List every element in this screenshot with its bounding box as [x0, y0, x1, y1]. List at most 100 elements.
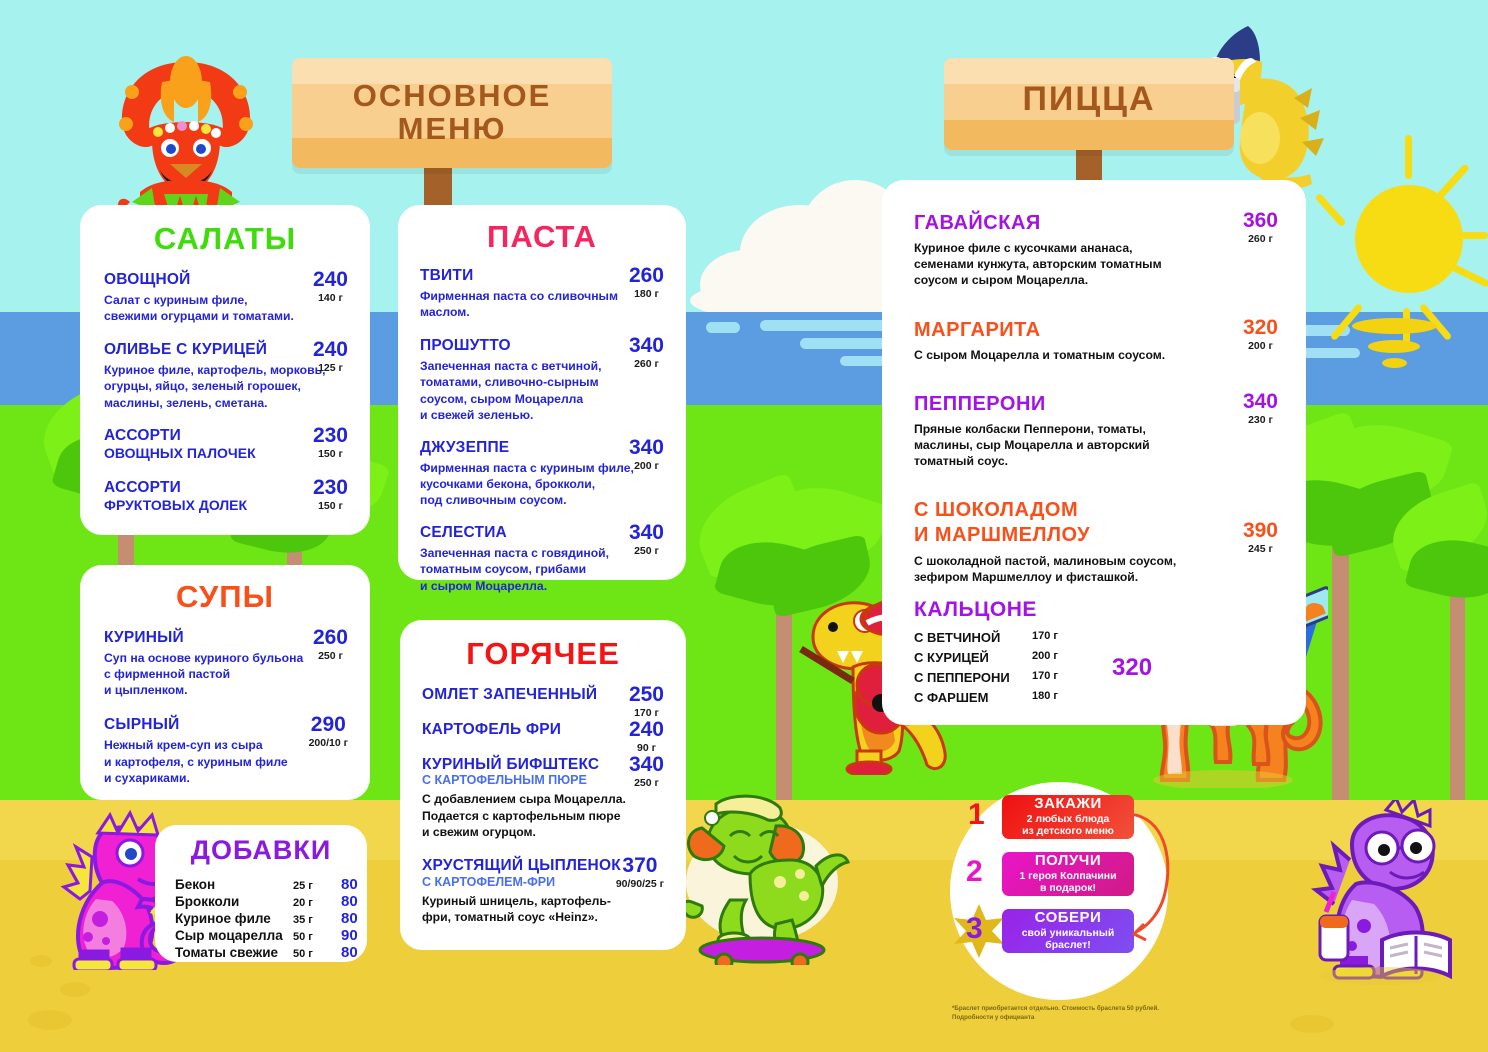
- calzone-row: С КУРИЦЕЙ 200 г: [914, 648, 1264, 668]
- price-value: 250: [628, 683, 664, 706]
- calzone-row: С ПЕППЕРОНИ 170 г: [914, 668, 1264, 688]
- pasta-card: ПАСТА ТВИТИ Фирменная паста со сливочным…: [398, 205, 686, 593]
- item-price: 370 90/90/25 г: [616, 855, 664, 890]
- addons-card: ДОБАВКИ Бекон 25 г 80 Брокколи 20 г 80 К…: [155, 825, 367, 962]
- menu-item: ОМЛЕТ ЗАПЕЧЕННЫЙ 250 170 г: [422, 683, 664, 719]
- price-value: 340: [628, 521, 664, 545]
- item-description: Куриное филе с кусочками ананаса, семена…: [914, 241, 1162, 288]
- item-name: ПРОШУТТО: [420, 337, 511, 355]
- item-name: ОЛИВЬЕ С КУРИЦЕЙ: [104, 341, 268, 359]
- sun-reflection: [1352, 318, 1437, 334]
- item-price: 320 200 г: [1243, 317, 1278, 352]
- menu-item: ДЖУЗЕППЕ Фирменная паста с куриным филе,…: [420, 435, 664, 508]
- promo-step-1-title: ЗАКАЖИ: [1034, 795, 1102, 813]
- addon-name: Бекон: [175, 877, 216, 892]
- addon-weight: 25 г: [293, 880, 313, 892]
- calzone-block: КАЛЬЦОНЕ С ВЕТЧИНОЙ 170 г С КУРИЦЕЙ 200 …: [914, 598, 1264, 709]
- price-value: 340: [628, 435, 664, 459]
- item-description: Пряные колбаски Пепперони, томаты, масли…: [914, 421, 1150, 469]
- item-subtitle: ФРУКТОВЫХ ДОЛЕК: [104, 497, 248, 514]
- sign-plank-top: [944, 58, 1234, 84]
- menu-item: ХРУСТЯЩИЙ ЦЫПЛЕНОК С КАРТОФЕЛЕМ-ФРИ Кури…: [422, 855, 664, 925]
- calzone-name: С ВЕТЧИНОЙ: [914, 630, 1001, 645]
- calzone-name: С ФАРШЕМ: [914, 690, 989, 706]
- price-value: 230: [312, 423, 348, 447]
- price-weight: 170 г: [634, 707, 659, 719]
- price-weight: 230 г: [1248, 413, 1273, 426]
- item-subtitle: ОВОЩНЫХ ПАЛОЧЕК: [104, 444, 256, 461]
- pizza-sign: ПИЦЦА: [944, 58, 1234, 150]
- item-name: ОМЛЕТ ЗАПЕЧЕННЫЙ: [422, 686, 598, 703]
- skateboarding-dino: [672, 790, 852, 972]
- price-weight: 250 г: [318, 650, 343, 662]
- calzone-weight: 180 г: [1032, 690, 1058, 703]
- item-name: ДЖУЗЕППЕ: [420, 438, 510, 456]
- price-value: 340: [628, 334, 664, 358]
- price-value: 240: [312, 338, 348, 362]
- item-subtitle: С КАРТОФЕЛЬНЫМ ПЮРЕ: [422, 773, 587, 788]
- hot-dishes-card: ГОРЯЧЕЕ ОМЛЕТ ЗАПЕЧЕННЫЙ 250 170 г КАРТО…: [400, 620, 686, 950]
- addons-title: ДОБАВКИ: [190, 835, 332, 865]
- item-price: 260 180 г: [629, 265, 664, 300]
- sand-dot: [28, 1010, 72, 1030]
- item-name-line2: И МАРШМЕЛЛОУ: [914, 523, 1091, 546]
- item-description: Нежный крем-суп из сыра и картофеля, с к…: [104, 738, 288, 785]
- main-sign-title: ОСНОВНОЕ МЕНЮ: [292, 58, 612, 145]
- price-value: 390: [1242, 518, 1278, 542]
- promo-step-2-text: 1 героя Колпачини в подарок!: [1019, 870, 1117, 895]
- menu-item: ПРОШУТТО Запеченная паста с ветчиной, то…: [420, 334, 664, 423]
- addons-row: Сыр моцарелла 50 г 90: [175, 927, 367, 944]
- pizza-sign-title: ПИЦЦА: [1022, 80, 1156, 118]
- menu-item: ПЕППЕРОНИ Пряные колбаски Пепперони, том…: [914, 391, 1278, 470]
- item-name: АССОРТИ: [104, 426, 182, 444]
- addon-weight: 20 г: [293, 897, 313, 909]
- promo-step-number: 2: [966, 855, 983, 888]
- sun-icon: [1355, 185, 1463, 293]
- salads-card: САЛАТЫ ОВОЩНОЙ Салат с куриным филе, све…: [80, 205, 370, 535]
- menu-item: АССОРТИ ОВОЩНЫХ ПАЛОЧЕК 230 150 г: [104, 423, 348, 462]
- item-name: АССОРТИ: [104, 479, 182, 497]
- calzone-price: 320: [1112, 654, 1153, 681]
- addon-name: Куриное филе: [175, 911, 271, 926]
- promo-star-icon: [954, 904, 1004, 958]
- price-weight: 250 г: [634, 776, 659, 789]
- price-value: 340: [628, 752, 664, 776]
- addon-name: Сыр моцарелла: [175, 928, 283, 943]
- sand-dot: [1290, 1015, 1334, 1033]
- main-menu-sign: ОСНОВНОЕ МЕНЮ: [292, 58, 612, 168]
- item-description: Салат с куриным филе, свежими огурцами и…: [104, 292, 294, 324]
- price-weight: 200 г: [634, 459, 659, 472]
- salads-title: САЛАТЫ: [153, 221, 297, 256]
- addon-weight: 50 г: [293, 948, 313, 960]
- item-name: КУРИНЫЙ: [104, 629, 184, 646]
- main-sign-line2: МЕНЮ: [397, 110, 507, 146]
- sea-wave: [800, 338, 920, 349]
- item-name: МАРГАРИТА: [914, 318, 1041, 341]
- menu-item: КУРИНЫЙ Суп на основе куриного бульона с…: [104, 627, 348, 698]
- item-description: Фирменная паста со сливочным маслом.: [420, 288, 618, 320]
- item-name: СЕЛЕСТИА: [420, 524, 507, 542]
- item-name: ОВОЩНОЙ: [104, 271, 191, 288]
- calzone-name: С ПЕППЕРОНИ: [914, 670, 1010, 686]
- addon-price: 80: [341, 876, 358, 893]
- promo-step-2: ПОЛУЧИ 1 героя Колпачини в подарок!: [1002, 852, 1134, 896]
- item-description: С добавлением сыра Моцарелла. Подается с…: [422, 792, 626, 839]
- menu-item: ТВИТИ Фирменная паста со сливочным масло…: [420, 265, 664, 320]
- pasta-title: ПАСТА: [487, 219, 597, 254]
- menu-item: СЫРНЫЙ Нежный крем-суп из сыра и картофе…: [104, 713, 348, 785]
- item-price: 240 90 г: [629, 719, 664, 754]
- item-name-line1: С ШОКОЛАДОМ: [914, 498, 1079, 521]
- sign-plank-bottom: [292, 138, 612, 168]
- price-weight: 150 г: [318, 500, 343, 513]
- price-weight: 245 г: [1248, 542, 1273, 555]
- menu-item: ГАВАЙСКАЯ Куриное филе с кусочками анана…: [914, 210, 1278, 289]
- price-weight: 260 г: [1248, 233, 1273, 245]
- promo-disclaimer: *Браслет приобретается отдельно. Стоимос…: [952, 1005, 1160, 1022]
- item-price: 240 140 г: [313, 269, 348, 304]
- promo-step-1: ЗАКАЖИ 2 любых блюда из детского меню: [1002, 795, 1134, 839]
- item-description: Запеченная паста с говядиной, томатным с…: [420, 546, 610, 593]
- price-value: 290: [310, 713, 346, 737]
- sun-ray: [1405, 135, 1412, 179]
- price-weight: 200/10 г: [308, 737, 348, 750]
